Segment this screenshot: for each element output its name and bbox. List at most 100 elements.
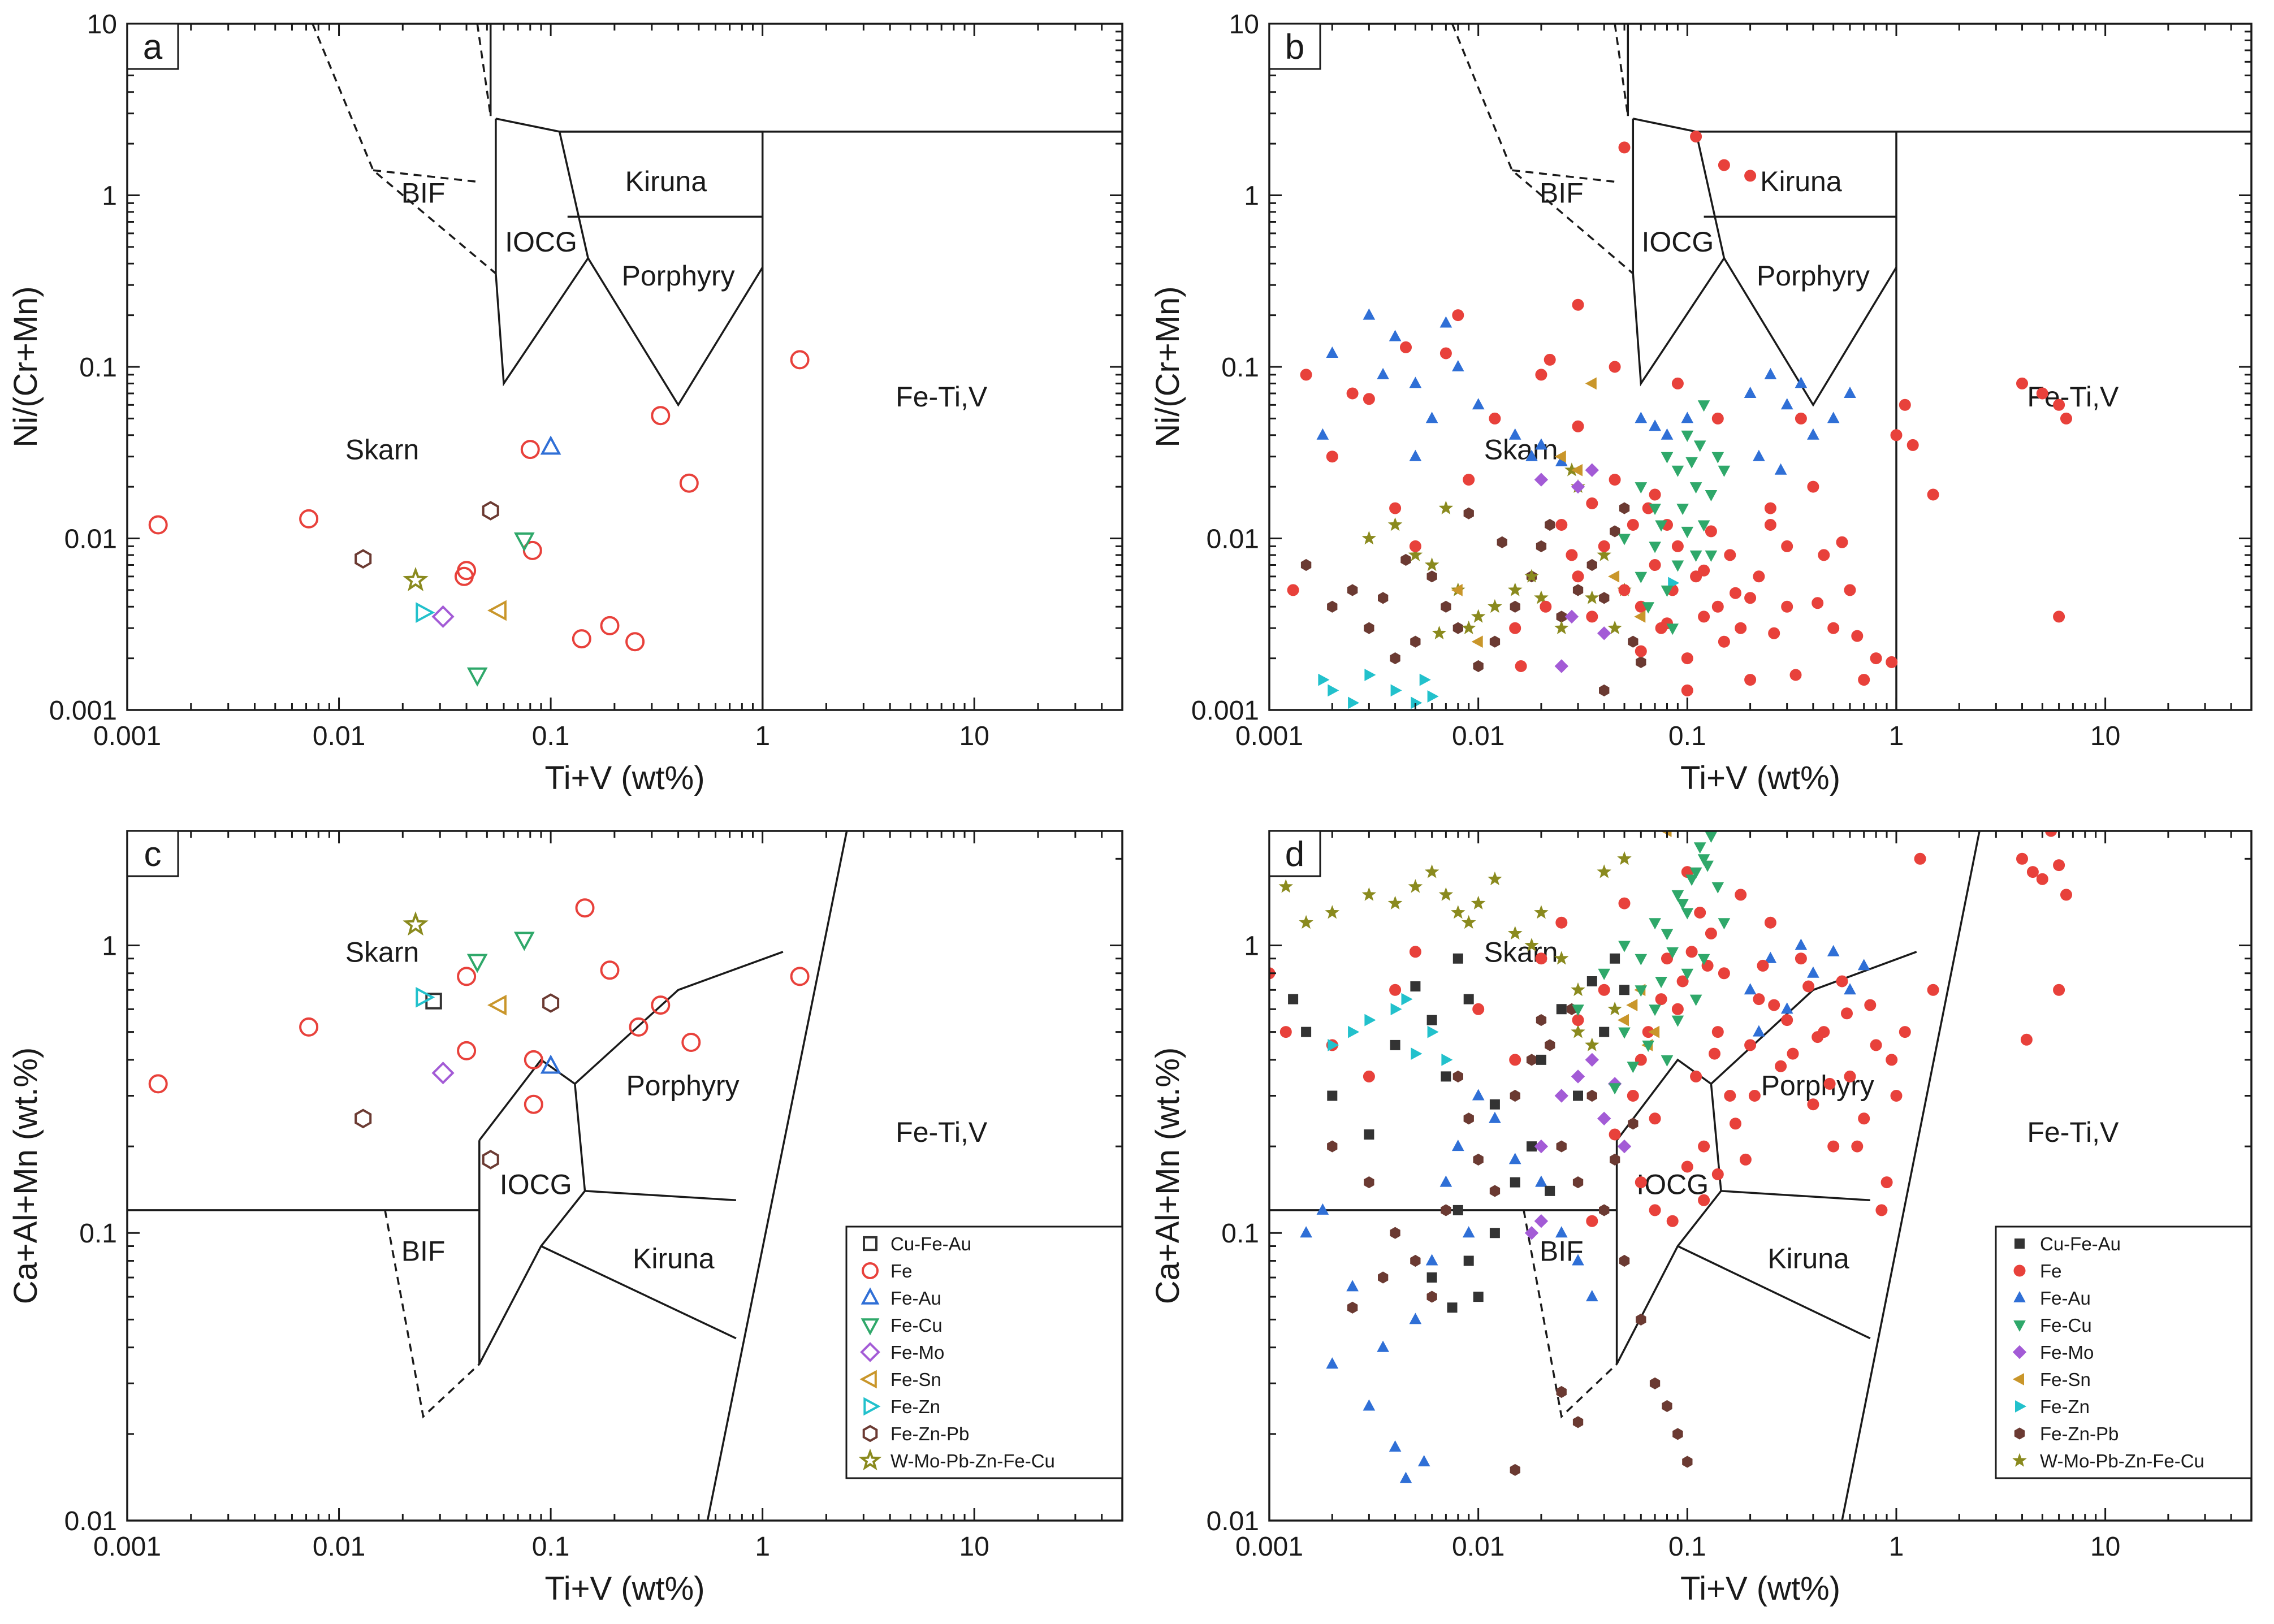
data-point-fe-cu	[1642, 602, 1655, 614]
x-tick-label: 0.01	[1452, 1532, 1505, 1562]
y-tick-label: 10	[1229, 10, 1259, 40]
data-point-fe-zn-pb	[1489, 635, 1501, 648]
data-point-fe-zn-pb	[1572, 584, 1584, 596]
data-point-fe	[1635, 645, 1647, 657]
data-point-w-mo-pb-zn-fe-cu	[1585, 1037, 1599, 1051]
data-point-fe	[1851, 1140, 1864, 1153]
data-point-fe-zn-pb	[1364, 1176, 1374, 1189]
data-point-cu-fe-au	[1536, 1054, 1546, 1065]
data-point-fe	[1864, 999, 1877, 1011]
data-point-fe-au	[1425, 412, 1438, 423]
legend-marker	[2014, 1238, 2025, 1249]
legend-label: Fe-Mo	[2040, 1342, 2094, 1363]
legend-marker	[860, 1342, 880, 1362]
data-point-fe	[1795, 412, 1807, 425]
legend-item: Fe	[2013, 1261, 2062, 1281]
data-point-fe-zn-pb	[1410, 635, 1421, 648]
data-point-fe-cu	[1701, 860, 1714, 872]
data-point-fe-zn	[416, 602, 435, 623]
data-point-fe-cu	[1689, 867, 1702, 879]
data-point-fe-zn-pb	[1510, 1463, 1520, 1476]
data-point-fe-zn-pb	[1510, 600, 1520, 613]
data-point-w-mo-pb-zn-fe-cu	[403, 911, 429, 936]
data-point-fe-au	[1363, 1399, 1376, 1411]
legend-marker	[2013, 1320, 2026, 1332]
data-point-fe-au	[1316, 1203, 1329, 1215]
data-point-fe-au	[1508, 428, 1521, 440]
data-point-fe	[1870, 652, 1882, 665]
x-tick-label: 0.001	[93, 721, 161, 751]
field-boundary-solid	[1632, 118, 1726, 387]
legend-item: Fe	[862, 1261, 913, 1281]
data-point-cu-fe-au	[1545, 1185, 1555, 1196]
data-point-fe-au	[1389, 330, 1402, 341]
data-point-fe	[1685, 946, 1698, 958]
data-point-fe-au	[1744, 983, 1757, 995]
y-tick-label: 0.01	[64, 1506, 117, 1536]
data-point-fe-cu	[1666, 623, 1679, 635]
data-point-fe	[1666, 1215, 1679, 1227]
data-point-fe-zn-pb	[1327, 600, 1338, 613]
legend-item: Fe-Zn-Pb	[2014, 1423, 2119, 1444]
data-point-fe	[1735, 889, 1747, 901]
data-point-fe	[1544, 353, 1556, 366]
data-point-fe-zn-pb	[1452, 622, 1463, 634]
data-point-fe-zn-pb	[1347, 584, 1358, 596]
data-point-fe-cu	[1655, 977, 1667, 989]
data-point-fe-zn-pb	[1545, 1039, 1555, 1051]
data-point-fe	[520, 440, 540, 460]
data-point-fe-zn-pb	[1636, 656, 1646, 668]
data-point-cu-fe-au	[1610, 953, 1620, 964]
data-point-fe-cu	[1676, 504, 1689, 516]
data-point-w-mo-pb-zn-fe-cu	[1524, 938, 1539, 952]
x-tick-label: 0.001	[1235, 721, 1303, 751]
data-point-w-mo-pb-zn-fe-cu	[1597, 547, 1611, 561]
data-point-fe-au	[1572, 1254, 1584, 1266]
data-point-fe-au	[1439, 1175, 1452, 1187]
data-point-fe-cu	[1705, 550, 1718, 562]
field-boundary-solid	[1841, 831, 1981, 1521]
data-point-fe-mo	[1571, 1069, 1585, 1084]
field-boundary-dashed	[1523, 1210, 1618, 1419]
data-point-fe	[1748, 1090, 1761, 1102]
data-point-fe	[2053, 399, 2065, 411]
data-point-fe-cu	[1666, 947, 1679, 959]
field-boundary-solid	[587, 257, 764, 407]
x-tick-label: 10	[2090, 1532, 2120, 1562]
data-point-fe-cu	[1635, 482, 1648, 494]
y-tick-label: 0.001	[49, 696, 117, 726]
data-point-fe	[629, 1017, 649, 1037]
data-point-fe-au	[1326, 346, 1339, 358]
field-boundaries	[127, 831, 848, 1521]
data-point-fe	[600, 960, 620, 980]
data-point-fe-au	[1635, 412, 1648, 423]
data-point-fe-zn-pb	[1599, 684, 1610, 696]
data-point-fe-cu	[1689, 550, 1702, 562]
data-point-fe-zn-pb	[1619, 502, 1630, 514]
data-point-fe-cu	[1671, 560, 1684, 572]
data-point-fe-zn	[1318, 673, 1330, 686]
data-point-fe-sn	[1648, 1025, 1660, 1038]
legend-marker	[2012, 1453, 2027, 1467]
data-point-w-mo-pb-zn-fe-cu	[1571, 1024, 1585, 1038]
data-point-fe-zn-pb	[1536, 540, 1547, 552]
data-point-fe	[1690, 131, 1702, 143]
data-point-fe	[299, 1017, 319, 1037]
data-point-fe-cu	[1655, 520, 1667, 532]
data-point-fe	[1618, 141, 1631, 154]
data-point-fe-cu	[1635, 985, 1648, 997]
data-point-fe-sn	[487, 994, 507, 1016]
data-point-fe-zn-pb	[1628, 635, 1639, 648]
panel-label: d	[1285, 835, 1304, 874]
legend-label: Fe-Mo	[890, 1342, 944, 1363]
data-point-fe-mo	[1534, 1214, 1549, 1228]
field-boundary-solid	[541, 1245, 737, 1340]
field-label: BIF	[401, 177, 446, 209]
data-point-fe-mo	[1554, 659, 1569, 673]
data-point-fe	[1851, 630, 1864, 642]
data-point-fe	[1586, 610, 1598, 623]
data-point-cu-fe-au	[1489, 1099, 1500, 1110]
data-point-fe-zn-pb	[1599, 1204, 1610, 1216]
data-point-cu-fe-au	[1426, 1015, 1437, 1025]
